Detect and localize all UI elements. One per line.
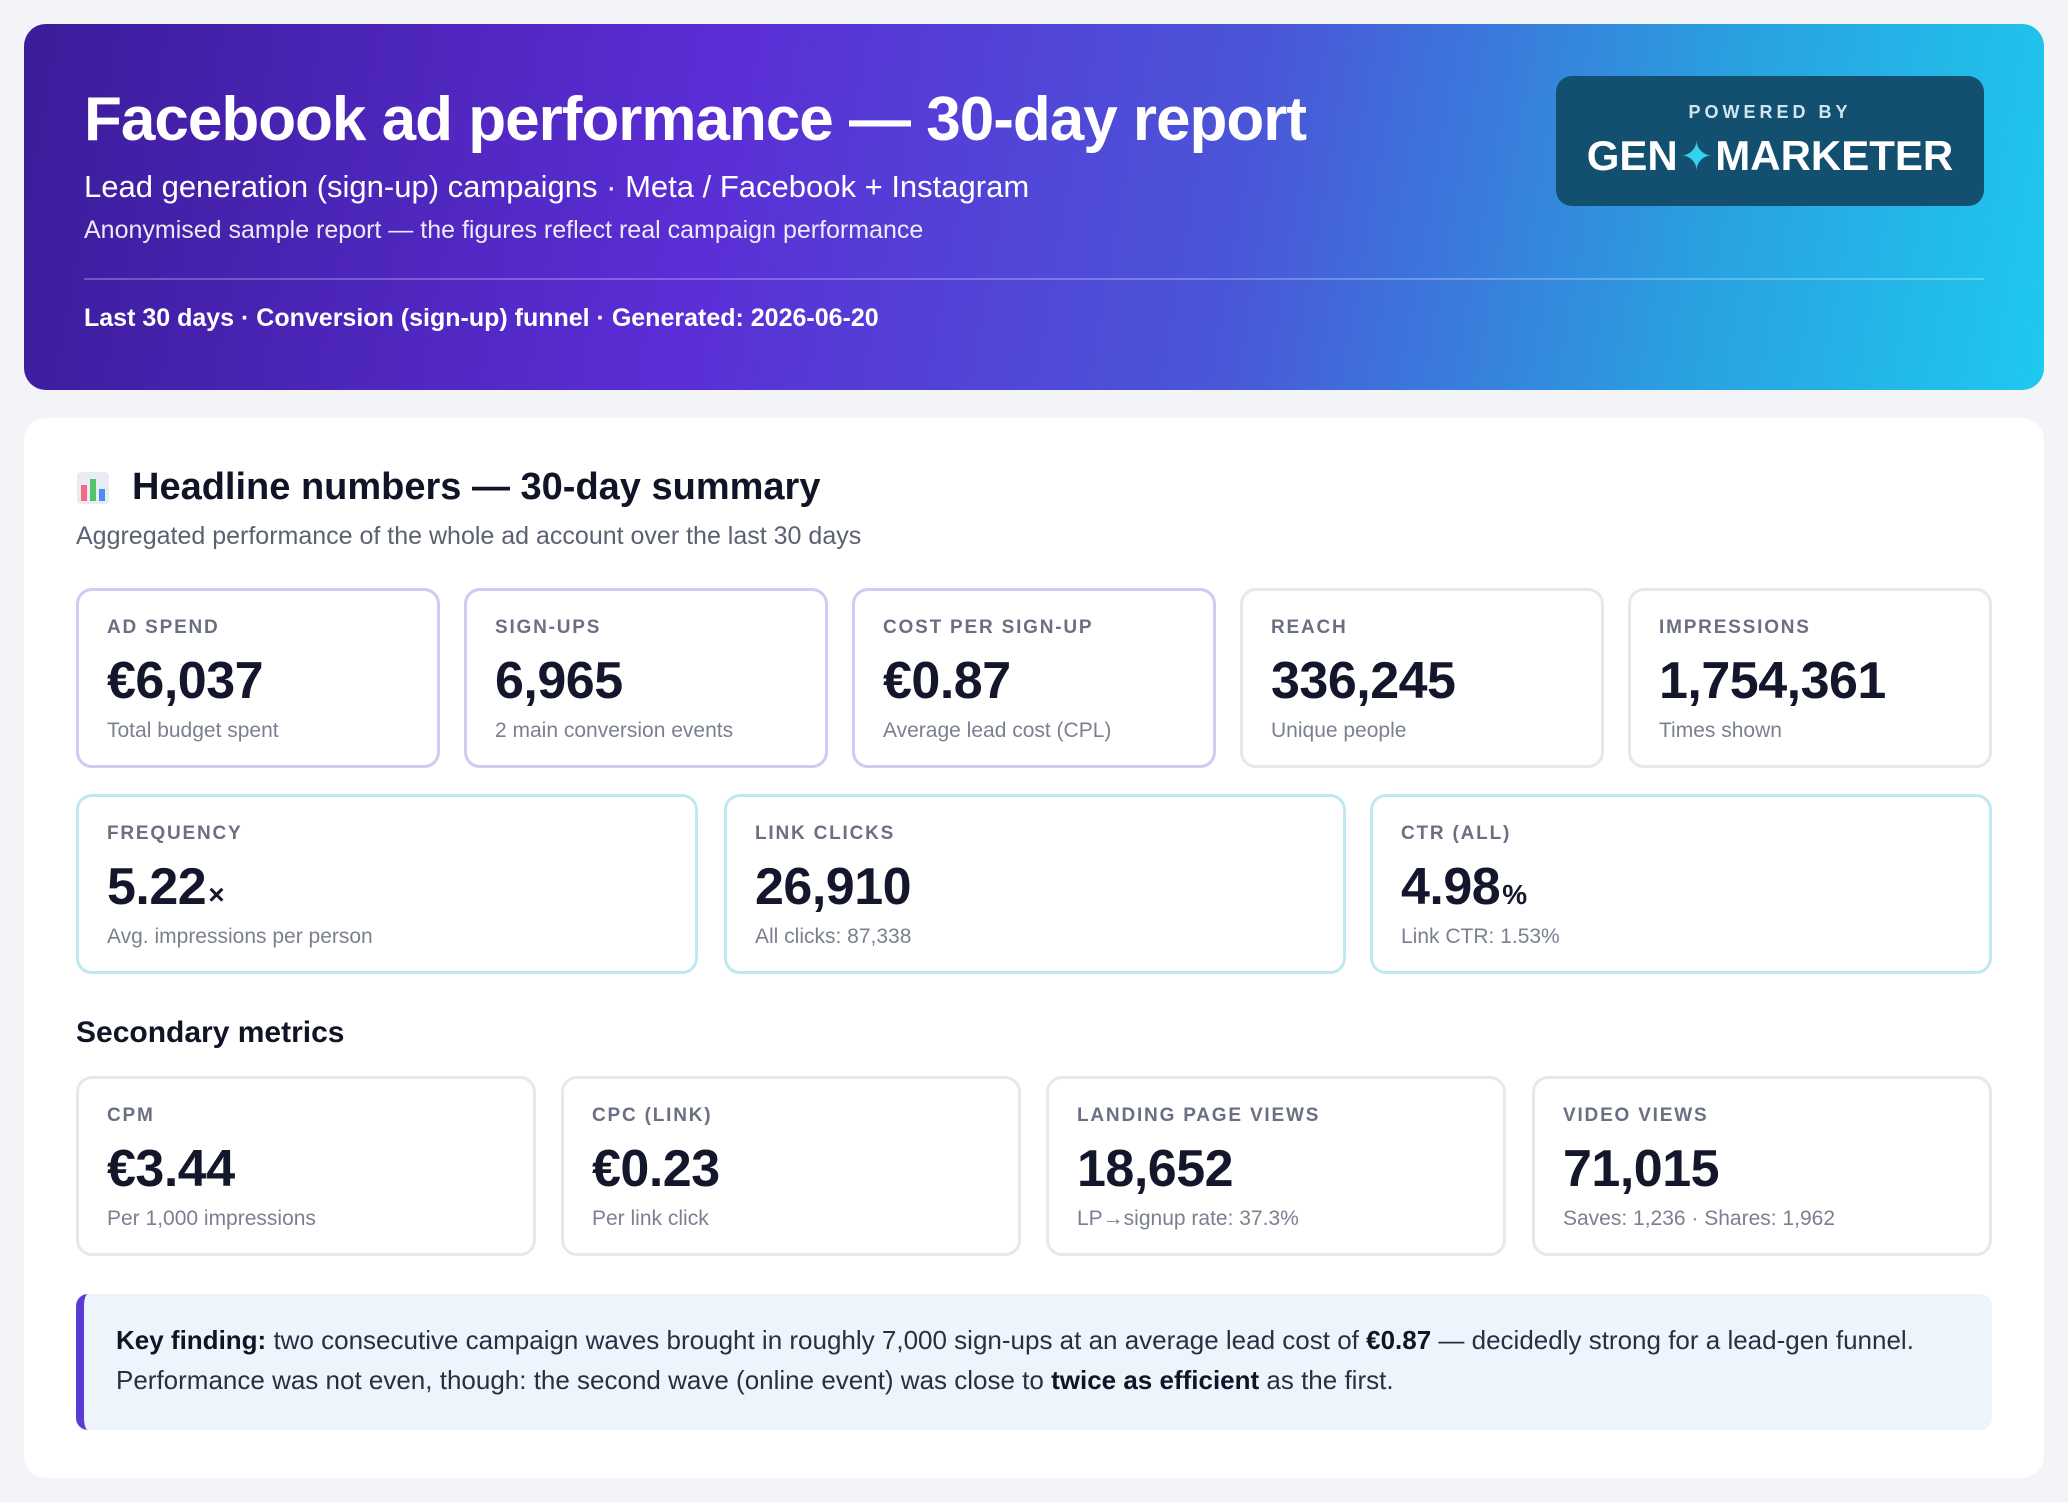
kpi-value: 6,965 bbox=[495, 652, 623, 710]
bar-chart-icon bbox=[77, 471, 109, 504]
summary-heading: Headline numbers — 30-day summary bbox=[76, 466, 820, 509]
kpi-sign-ups: SIGN-UPS 6,965 2 main conversion events bbox=[464, 588, 828, 768]
kpi-label: FREQUENCY bbox=[107, 823, 243, 844]
summary-title: Headline numbers — 30-day summary bbox=[132, 466, 821, 508]
kpi-number: 4.98 bbox=[1401, 858, 1501, 916]
kpi-desc: Saves: 1,236 · Shares: 1,962 bbox=[1563, 1207, 1836, 1230]
kpi-cpc-link: CPC (LINK) €0.23 Per link click bbox=[561, 1076, 1021, 1256]
report-meta: Last 30 days · Conversion (sign-up) funn… bbox=[84, 304, 879, 332]
report-subtitle: Lead generation (sign-up) campaigns · Me… bbox=[84, 169, 1030, 204]
report-title: Facebook ad performance — 30-day report bbox=[84, 85, 1307, 154]
key-finding-callout: Key finding: two consecutive campaign wa… bbox=[76, 1294, 1992, 1430]
kpi-ad-spend: AD SPEND €6,037 Total budget spent bbox=[76, 588, 440, 768]
kpi-frequency: FREQUENCY 5.22× Avg. impressions per per… bbox=[76, 794, 698, 974]
summary-card: Headline numbers — 30-day summary Aggreg… bbox=[24, 418, 2044, 1478]
kpi-value: 336,245 bbox=[1271, 652, 1456, 710]
kpi-label: COST PER SIGN-UP bbox=[883, 617, 1094, 638]
kpi-cpm: CPM €3.44 Per 1,000 impressions bbox=[76, 1076, 536, 1256]
kpi-desc: Per 1,000 impressions bbox=[107, 1207, 316, 1230]
summary-subtitle: Aggregated performance of the whole ad a… bbox=[76, 522, 862, 550]
brand-name-left: GEN bbox=[1586, 132, 1678, 179]
kpi-link-clicks: LINK CLICKS 26,910 All clicks: 87,338 bbox=[724, 794, 1346, 974]
kpi-value: €3.44 bbox=[107, 1140, 235, 1198]
kpi-label: REACH bbox=[1271, 617, 1348, 638]
kpi-value: 26,910 bbox=[755, 858, 912, 916]
key-finding-text-2: — decidedly strong for a lead-gen funnel… bbox=[116, 1325, 1914, 1395]
kpi-label: AD SPEND bbox=[107, 617, 220, 638]
kpi-value: 71,015 bbox=[1563, 1140, 1720, 1198]
secondary-metrics-title: Secondary metrics bbox=[76, 1016, 345, 1049]
brand-logo: GEN✦MARKETER bbox=[1556, 132, 1984, 180]
header-divider bbox=[84, 278, 1984, 280]
kpi-landing-page-views: LANDING PAGE VIEWS 18,652 LP→signup rate… bbox=[1046, 1076, 1506, 1256]
kpi-desc: Total budget spent bbox=[107, 719, 279, 742]
kpi-value: 1,754,361 bbox=[1659, 652, 1886, 710]
kpi-reach: REACH 336,245 Unique people bbox=[1240, 588, 1604, 768]
kpi-desc: All clicks: 87,338 bbox=[755, 925, 912, 948]
kpi-label: CTR (ALL) bbox=[1401, 823, 1512, 844]
kpi-value: 18,652 bbox=[1077, 1140, 1234, 1198]
powered-by-label: POWERED BY bbox=[1688, 102, 1852, 122]
kpi-ctr-all: CTR (ALL) 4.98% Link CTR: 1.53% bbox=[1370, 794, 1992, 974]
kpi-desc: Unique people bbox=[1271, 719, 1407, 742]
report-header: Facebook ad performance — 30-day report … bbox=[24, 24, 2044, 390]
key-finding-text-3: as the first. bbox=[1259, 1365, 1394, 1395]
sparkle-icon: ✦ bbox=[1679, 135, 1714, 179]
report-note: Anonymised sample report — the figures r… bbox=[84, 216, 924, 244]
kpi-desc: Avg. impressions per person bbox=[107, 925, 373, 948]
kpi-label: VIDEO VIEWS bbox=[1563, 1105, 1709, 1126]
kpi-desc: Times shown bbox=[1659, 719, 1782, 742]
kpi-unit: × bbox=[208, 879, 225, 910]
key-finding-efficiency: twice as efficient bbox=[1051, 1365, 1260, 1395]
kpi-label: SIGN-UPS bbox=[495, 617, 602, 638]
kpi-label: CPC (LINK) bbox=[592, 1105, 713, 1126]
kpi-value: 5.22× bbox=[107, 857, 225, 917]
brand-badge: POWERED BY GEN✦MARKETER bbox=[1556, 76, 1984, 206]
key-finding-cpl: €0.87 bbox=[1366, 1325, 1432, 1355]
kpi-unit: % bbox=[1502, 879, 1527, 910]
kpi-value: €0.87 bbox=[883, 652, 1011, 710]
brand-name-right: MARKETER bbox=[1715, 132, 1954, 179]
kpi-label: LINK CLICKS bbox=[755, 823, 896, 844]
key-finding-text-1: two consecutive campaign waves brought i… bbox=[266, 1325, 1367, 1355]
kpi-label: CPM bbox=[107, 1105, 155, 1126]
kpi-desc: Average lead cost (CPL) bbox=[883, 719, 1112, 742]
kpi-label: LANDING PAGE VIEWS bbox=[1077, 1105, 1321, 1126]
kpi-label: IMPRESSIONS bbox=[1659, 617, 1811, 638]
kpi-desc: Per link click bbox=[592, 1207, 709, 1230]
kpi-value: €6,037 bbox=[107, 652, 264, 710]
kpi-impressions: IMPRESSIONS 1,754,361 Times shown bbox=[1628, 588, 1992, 768]
kpi-desc: LP→signup rate: 37.3% bbox=[1077, 1207, 1299, 1230]
kpi-video-views: VIDEO VIEWS 71,015 Saves: 1,236 · Shares… bbox=[1532, 1076, 1992, 1256]
kpi-desc: 2 main conversion events bbox=[495, 719, 734, 742]
kpi-cost-per-sign-up: COST PER SIGN-UP €0.87 Average lead cost… bbox=[852, 588, 1216, 768]
kpi-value: 4.98% bbox=[1401, 857, 1527, 917]
key-finding-lead: Key finding: bbox=[116, 1325, 267, 1355]
kpi-desc: Link CTR: 1.53% bbox=[1401, 925, 1560, 948]
kpi-value: €0.23 bbox=[592, 1140, 720, 1198]
kpi-number: 5.22 bbox=[107, 858, 207, 916]
